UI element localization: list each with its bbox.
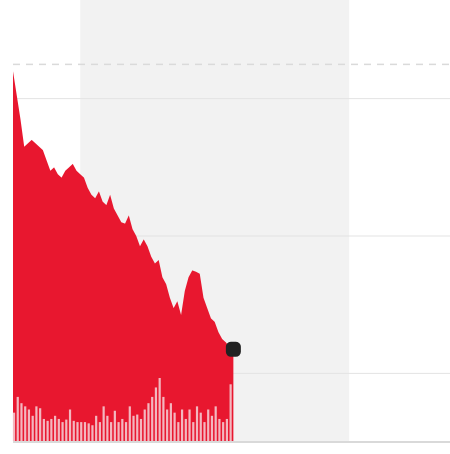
volume-bar-58	[229, 384, 232, 441]
volume-bar-31	[128, 406, 131, 441]
volume-bar-18	[80, 422, 83, 441]
volume-bar-17	[76, 422, 79, 441]
volume-bar-25	[106, 415, 109, 441]
volume-bar-33	[136, 414, 139, 441]
volume-bar-28	[117, 422, 120, 441]
volume-bar-7	[39, 408, 42, 441]
volume-bar-38	[154, 387, 158, 441]
volume-bar-46	[184, 418, 187, 441]
volume-bar-42	[169, 403, 172, 441]
price-area	[13, 71, 234, 441]
volume-bar-16	[72, 420, 75, 441]
volume-bar-53	[210, 415, 214, 441]
volume-bar-9	[46, 420, 49, 441]
volume-bar-32	[132, 415, 135, 441]
volume-bar-52	[207, 409, 210, 441]
volume-bar-26	[110, 422, 113, 441]
volume-bar-22	[95, 415, 98, 441]
volume-bar-24	[102, 406, 105, 441]
volume-bar-56	[222, 422, 225, 441]
volume-bar-14	[65, 419, 68, 441]
volume-bar-12	[57, 418, 60, 441]
volume-bar-27	[113, 410, 116, 441]
volume-bar-0	[12, 412, 16, 441]
volume-bar-47	[188, 409, 191, 441]
volume-bar-4	[27, 409, 31, 441]
volume-bar-10	[50, 418, 53, 441]
volume-bar-3	[24, 406, 27, 441]
volume-bar-23	[98, 422, 102, 441]
volume-bar-34	[139, 418, 143, 441]
volume-bar-13	[61, 422, 64, 441]
volume-bar-54	[214, 406, 217, 441]
volume-bar-45	[180, 409, 184, 441]
volume-bar-40	[162, 396, 165, 441]
last-point-marker	[225, 341, 241, 357]
volume-bar-57	[225, 418, 228, 441]
volume-bar-41	[166, 409, 169, 441]
volume-bar-48	[192, 422, 195, 441]
volume-bar-6	[35, 406, 38, 441]
volume-bar-44	[177, 422, 180, 441]
volume-bar-30	[124, 422, 128, 441]
volume-bar-20	[87, 423, 90, 441]
volume-bar-11	[53, 415, 57, 441]
volume-bar-1	[16, 396, 19, 441]
volume-bar-2	[20, 403, 23, 441]
volume-bar-21	[91, 425, 94, 441]
volume-bar-39	[158, 378, 161, 441]
volume-bar-37	[151, 396, 154, 441]
volume-bar-5	[31, 415, 34, 441]
volume-bar-50	[199, 412, 202, 441]
volume-bar-36	[147, 403, 150, 441]
volume-bar-8	[42, 418, 45, 441]
volume-bar-49	[195, 406, 199, 441]
volume-bar-15	[68, 409, 72, 441]
volume-bar-35	[143, 409, 146, 441]
volume-bar-51	[203, 422, 206, 441]
volume-bar-55	[218, 418, 221, 441]
volume-bar-43	[173, 412, 176, 441]
volume-bar-29	[121, 418, 124, 441]
volume-bar-19	[83, 422, 87, 441]
